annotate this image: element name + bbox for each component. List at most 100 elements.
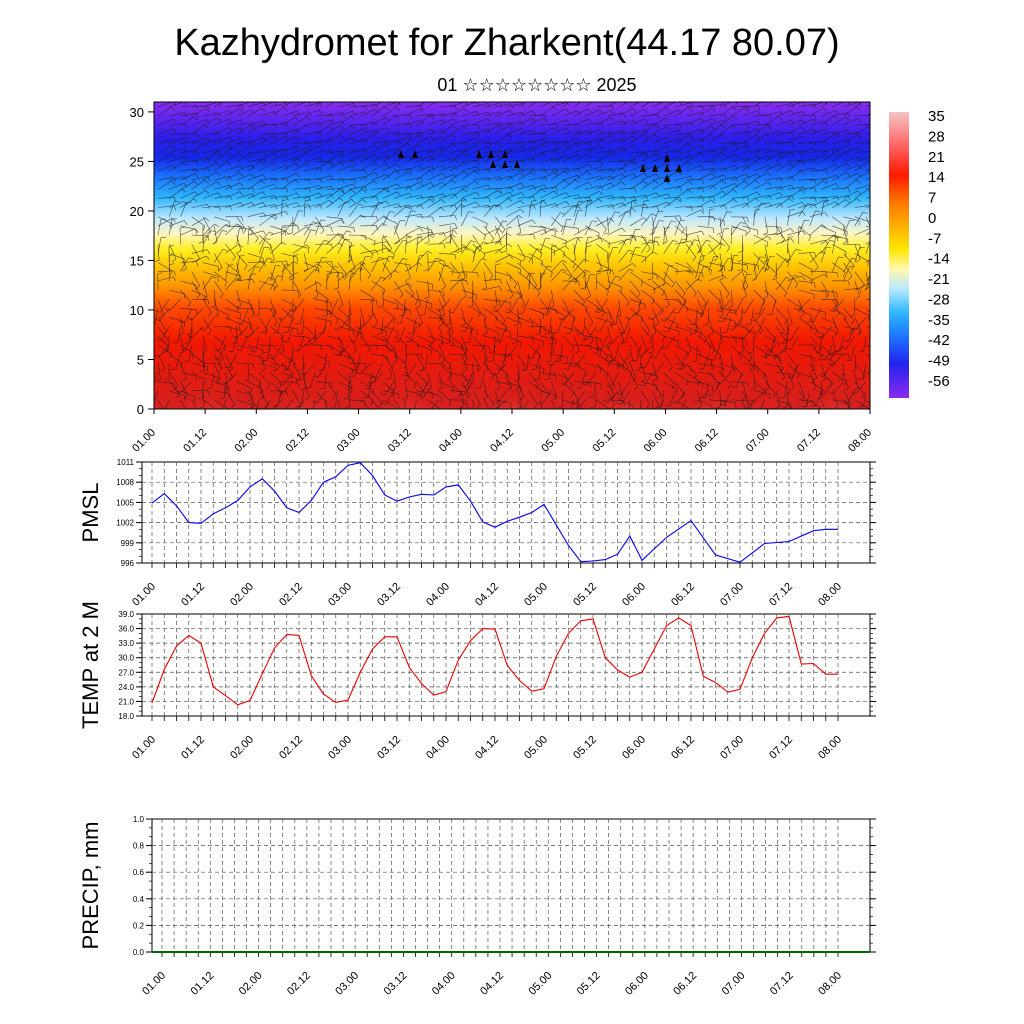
wind-barb-feather: [575, 97, 579, 100]
wind-barb: [495, 103, 511, 108]
wind-barb: [775, 238, 792, 245]
wind-barb: [719, 183, 735, 190]
wind-barb: [256, 399, 260, 409]
profile-y-tick-label: 0: [137, 402, 144, 417]
wind-barb: [360, 262, 371, 275]
wind-barb: [854, 408, 856, 409]
wind-barb: [697, 335, 711, 345]
wind-barb: [742, 216, 751, 231]
wind-barb-feather: [818, 374, 824, 378]
wind-barb-feather: [305, 124, 310, 129]
wind-barb: [281, 173, 297, 181]
wind-barb-feather: [791, 142, 795, 147]
wind-barb-feather: [644, 172, 648, 178]
wind-barb-feather: [274, 132, 278, 138]
wind-barb-feather: [540, 253, 543, 259]
wind-barb-feather: [205, 217, 210, 222]
wind-barb-feather: [859, 423, 863, 427]
wind-barb-feather: [486, 223, 488, 229]
wind-barb: [731, 157, 747, 163]
wind-barb: [438, 372, 443, 389]
wind-barb: [539, 106, 554, 117]
wind-barb-feather: [170, 270, 173, 276]
wind-barb: [315, 257, 323, 272]
wind-pennant: [490, 160, 496, 168]
wind-barb-feather: [443, 291, 445, 297]
wind-barb-feather: [615, 421, 618, 425]
wind-barb: [584, 122, 601, 126]
wind-barb-feather: [171, 106, 176, 111]
wind-barb: [809, 212, 826, 218]
wind-barb: [292, 262, 295, 279]
wind-barb: [416, 115, 430, 126]
wind-barb: [820, 153, 835, 163]
wind-barb-feather: [452, 388, 454, 394]
wind-barb: [562, 143, 576, 153]
wind-barb-feather: [395, 107, 401, 111]
wind-barb-feather: [629, 372, 633, 378]
wind-barb-feather: [611, 204, 615, 210]
wind-barb: [708, 103, 725, 108]
wind-barb: [281, 262, 293, 276]
wind-barb-feather: [699, 313, 705, 318]
wind-barb-feather: [477, 124, 480, 130]
wind-barb: [551, 335, 555, 352]
wind-barb-feather: [578, 228, 580, 234]
wind-barb: [157, 128, 173, 135]
wind-barb: [720, 298, 732, 312]
wind-barb: [247, 344, 264, 351]
wind-barb-feather: [339, 189, 344, 194]
wind-barb: [506, 142, 523, 144]
wind-barb-feather: [876, 410, 878, 415]
wind-barb: [450, 107, 465, 117]
wind-barb-feather: [753, 331, 759, 333]
wind-barb-feather: [453, 174, 458, 179]
wind-barb: [281, 136, 297, 144]
pmsl-x-tick-label: 04.00: [424, 581, 452, 609]
wind-barb-feather: [700, 209, 705, 214]
wind-barb-feather: [353, 349, 358, 354]
wind-barb: [371, 372, 383, 385]
wind-barb: [404, 280, 415, 295]
wind-barb: [618, 381, 623, 398]
wind-barb-feather: [296, 202, 300, 207]
wind-barb-feather: [766, 133, 771, 138]
wind-barb-feather: [408, 193, 413, 198]
wind-barb: [292, 141, 309, 144]
wind-barb: [850, 344, 856, 361]
wind-barb: [758, 317, 766, 333]
wind-barb-feather: [210, 305, 216, 308]
wind-barb: [823, 363, 833, 377]
wind-barb-feather: [392, 392, 395, 397]
wind-barb-feather: [727, 384, 731, 389]
wind-barb-feather: [694, 239, 700, 242]
wind-barb: [618, 196, 635, 199]
wind-barb: [404, 344, 408, 361]
wind-barb: [382, 163, 398, 172]
wind-barb-feather: [816, 335, 822, 339]
wind-barb: [259, 102, 275, 108]
wind-barb-feather: [712, 168, 716, 173]
wind-barb-feather: [545, 360, 551, 363]
wind-barb: [854, 123, 870, 126]
wind-barb-feather: [409, 114, 413, 120]
wind-barb: [787, 317, 789, 334]
wind-barb-feather: [349, 245, 355, 247]
wind-barb: [798, 104, 815, 108]
wind-barb: [776, 184, 792, 190]
wind-barb-feather: [319, 387, 325, 390]
wind-barb-feather: [844, 387, 849, 391]
wind-barb: [697, 149, 714, 154]
wind-barb-feather: [715, 422, 718, 426]
wind-barb: [539, 171, 555, 181]
wind-barb-feather: [259, 396, 265, 400]
wind-barb-feather: [531, 118, 536, 123]
wind-barb-feather: [737, 269, 743, 272]
wind-barb-feather: [501, 250, 507, 253]
surface-heat-cell: [783, 345, 870, 409]
wind-barb: [160, 326, 170, 341]
wind-barb: [405, 372, 417, 385]
wind-barb-feather: [506, 387, 512, 391]
wind-barb: [371, 140, 388, 144]
wind-barb: [583, 317, 586, 334]
